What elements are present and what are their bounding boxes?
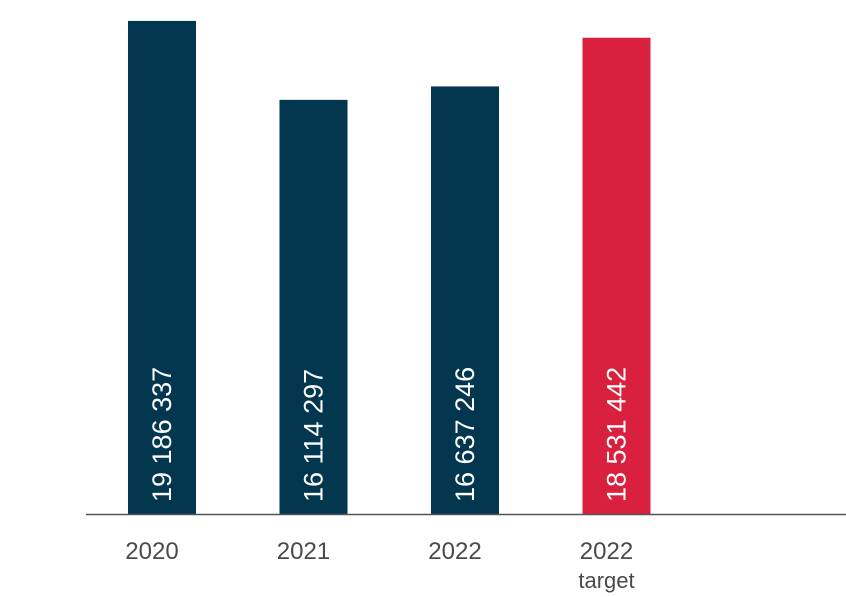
category-label-0: 2020 [125,538,178,565]
category-label-3: 2022 [580,538,633,565]
bar-value-label-1: 16 114 297 [299,369,329,502]
bar-value-label-2: 16 637 246 [450,367,480,502]
bar-value-label-3: 18 531 442 [602,367,632,502]
category-labels-group: 2020 2021 2022 2022 target [125,538,634,593]
bar-2 [431,86,499,514]
bar-value-label-0: 19 186 337 [147,367,177,502]
value-labels-group: 19 186 337 16 114 297 16 637 246 18 531 442 [147,367,632,502]
bar-1 [279,99,348,515]
bar-0 [128,20,196,515]
category-sublabel-3: target [578,568,634,593]
bars-group [128,20,651,515]
bar-3 [582,37,651,514]
category-label-1: 2021 [277,538,330,565]
category-label-2: 2022 [428,538,481,565]
